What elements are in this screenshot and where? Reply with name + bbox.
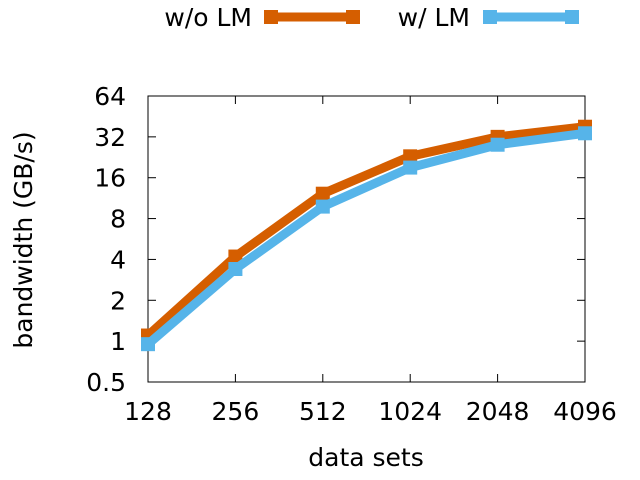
x-tick-label: 128 <box>124 397 172 426</box>
x-tick-label: 256 <box>212 397 260 426</box>
data-point <box>228 249 243 264</box>
y-tick-label: 4 <box>110 245 126 274</box>
y-tick-label: 0.5 <box>86 368 126 397</box>
legend-item: w/ LM <box>398 3 579 32</box>
data-point <box>315 199 330 214</box>
y-axis-title: bandwidth (GB/s) <box>9 131 38 348</box>
plot-border <box>147 95 586 383</box>
series-0 <box>141 119 592 343</box>
y-tick-label: 2 <box>110 286 126 315</box>
legend-swatch-marker <box>483 10 497 24</box>
y-tick-label: 64 <box>94 82 126 111</box>
x-tick-label: 1024 <box>378 397 442 426</box>
data-point <box>403 149 418 164</box>
series-line <box>145 128 586 348</box>
x-axis: 128 256 512 1024 2048 4096 <box>124 96 617 426</box>
legend-item: w/o LM <box>164 3 360 32</box>
y-tick-label: 8 <box>110 205 126 234</box>
legend-label: w/o LM <box>164 3 252 32</box>
x-axis-title: data sets <box>308 443 424 472</box>
legend: w/o LM w/ LM <box>164 3 579 32</box>
data-point <box>490 137 505 152</box>
series-line <box>144 122 586 339</box>
y-axis: 0.5 1 2 4 8 16 32 64 <box>86 82 585 397</box>
series-layer <box>141 119 592 352</box>
data-point <box>228 262 243 277</box>
legend-swatch-marker <box>346 10 360 24</box>
data-point <box>578 126 592 141</box>
x-tick-label: 2048 <box>466 397 530 426</box>
data-point <box>403 160 418 175</box>
plot-frame <box>147 95 586 383</box>
legend-label: w/ LM <box>398 3 470 32</box>
data-point <box>141 337 155 352</box>
legend-swatch-marker <box>565 10 579 24</box>
y-tick-label: 32 <box>94 123 126 152</box>
legend-swatch-marker <box>264 10 278 24</box>
x-tick-label: 4096 <box>553 397 617 426</box>
y-tick-label: 16 <box>94 164 126 193</box>
x-tick-label: 512 <box>299 397 347 426</box>
data-point <box>315 186 330 201</box>
y-tick-label: 1 <box>110 327 126 356</box>
series-1 <box>141 126 592 352</box>
